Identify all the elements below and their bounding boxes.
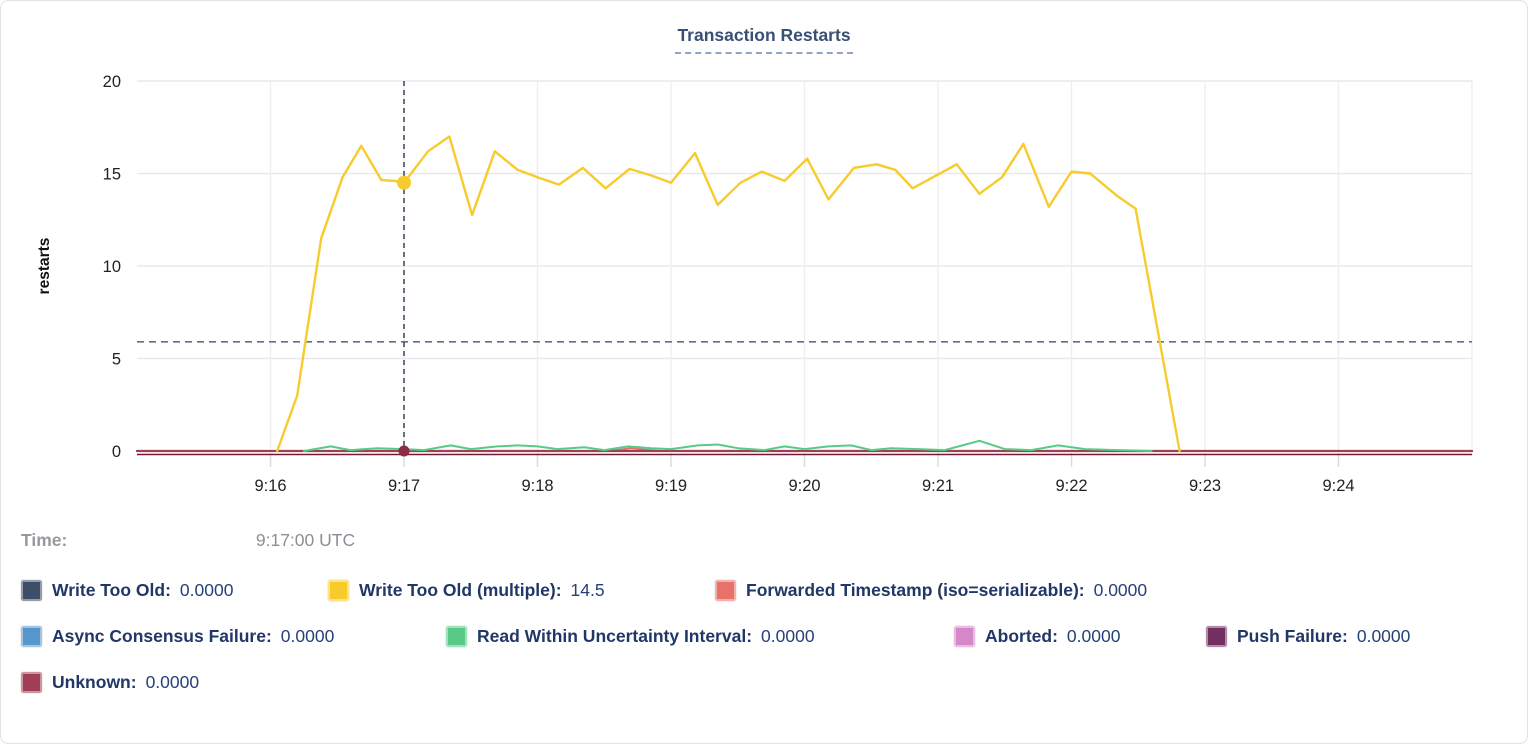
legend-label: Write Too Old: [52, 579, 171, 600]
y-axis-label: restarts [36, 238, 53, 295]
x-tick-label: 9:16 [254, 477, 286, 495]
restarts-chart[interactable]: 9:16 9:17 9:18 9:19 9:20 9:21 9:22 9:23 9:24 0 5 10… [1, 59, 1528, 514]
legend-label: Forwarded Timestamp (iso=serializable): [746, 579, 1085, 600]
chart-title-row: Transaction Restarts [1, 25, 1527, 59]
y-tick-label: 5 [112, 351, 121, 369]
legend-item-aborted[interactable]: Aborted: 0.0000 [954, 625, 1206, 647]
unknown-swatch-icon [21, 671, 42, 693]
x-tick-label: 9:18 [521, 477, 553, 495]
x-tick-label: 9:21 [922, 477, 954, 495]
x-tick-label: 9:20 [788, 477, 820, 495]
legend-row: Async Consensus Failure: 0.0000 Read Withi… [21, 623, 1527, 649]
legend: Write Too Old: 0.0000 Write Too Old (multi… [1, 577, 1527, 695]
x-tick-label: 9:23 [1189, 477, 1221, 495]
hover-time-value: 9:17:00 UTC [255, 530, 356, 550]
hover-time-row: Time: 9:17:00 UTC [1, 530, 1527, 551]
legend-value: 0.0000 [761, 625, 815, 646]
crosshair-dot-write-too-old-multiple [397, 175, 411, 190]
legend-item-read-within-uncertainty-interval[interactable]: Read Within Uncertainty Interval: 0.0000 [446, 625, 954, 647]
series-read-within-uncertainty-interval [302, 439, 1153, 452]
legend-item-forwarded-timestamp-iso-serializable[interactable]: Forwarded Timestamp (iso=serializable): 0… [715, 579, 1148, 601]
legend-label: Push Failure: [1237, 625, 1348, 646]
legend-label: Async Consensus Failure: [52, 625, 272, 646]
legend-value: 0.0000 [1093, 579, 1148, 600]
y-tick-label: 20 [103, 73, 121, 91]
legend-label: Aborted: [985, 625, 1058, 646]
legend-item-write-too-old-multiple[interactable]: Write Too Old (multiple): 14.5 [328, 579, 715, 601]
legend-value: 0.0000 [1356, 625, 1411, 646]
crosshair-dot-unknown [398, 445, 410, 457]
hover-time-label: Time: [21, 530, 68, 550]
legend-value: 14.5 [570, 579, 605, 600]
legend-item-async-consensus-failure[interactable]: Async Consensus Failure: 0.0000 [21, 625, 446, 647]
legend-label: Write Too Old (multiple): [359, 579, 562, 600]
legend-item-write-too-old[interactable]: Write Too Old: 0.0000 [21, 579, 328, 601]
legend-item-unknown[interactable]: Unknown: 0.0000 [21, 671, 200, 693]
x-tick-label: 9:22 [1055, 477, 1087, 495]
legend-label: Unknown: [52, 671, 137, 692]
legend-row: Write Too Old: 0.0000 Write Too Old (multi… [21, 577, 1527, 603]
forwarded-timestamp-iso-serializable-swatch-icon [715, 579, 736, 601]
x-tick-label: 9:17 [388, 477, 420, 495]
legend-row: Unknown: 0.0000 [21, 669, 1527, 695]
legend-value: 0.0000 [179, 579, 234, 600]
push-failure-swatch-icon [1206, 625, 1227, 647]
legend-item-push-failure[interactable]: Push Failure: 0.0000 [1206, 625, 1411, 647]
legend-value: 0.0000 [280, 625, 335, 646]
y-tick-label: 15 [103, 166, 121, 184]
x-tick-label: 9:24 [1322, 477, 1354, 495]
series-write-too-old-multiple [276, 135, 1181, 453]
async-consensus-failure-swatch-icon [21, 625, 42, 647]
legend-label: Read Within Uncertainty Interval: [477, 625, 753, 646]
legend-value: 0.0000 [1066, 625, 1121, 646]
x-tick-label: 9:19 [655, 477, 687, 495]
chart-title[interactable]: Transaction Restarts [675, 25, 853, 54]
write-too-old-swatch-icon [21, 579, 42, 601]
write-too-old-multiple-swatch-icon [328, 579, 349, 601]
y-tick-label: 10 [103, 258, 121, 276]
read-within-uncertainty-interval-swatch-icon [446, 625, 467, 647]
aborted-swatch-icon [954, 625, 975, 647]
legend-value: 0.0000 [145, 671, 200, 692]
y-tick-label: 0 [112, 443, 121, 461]
